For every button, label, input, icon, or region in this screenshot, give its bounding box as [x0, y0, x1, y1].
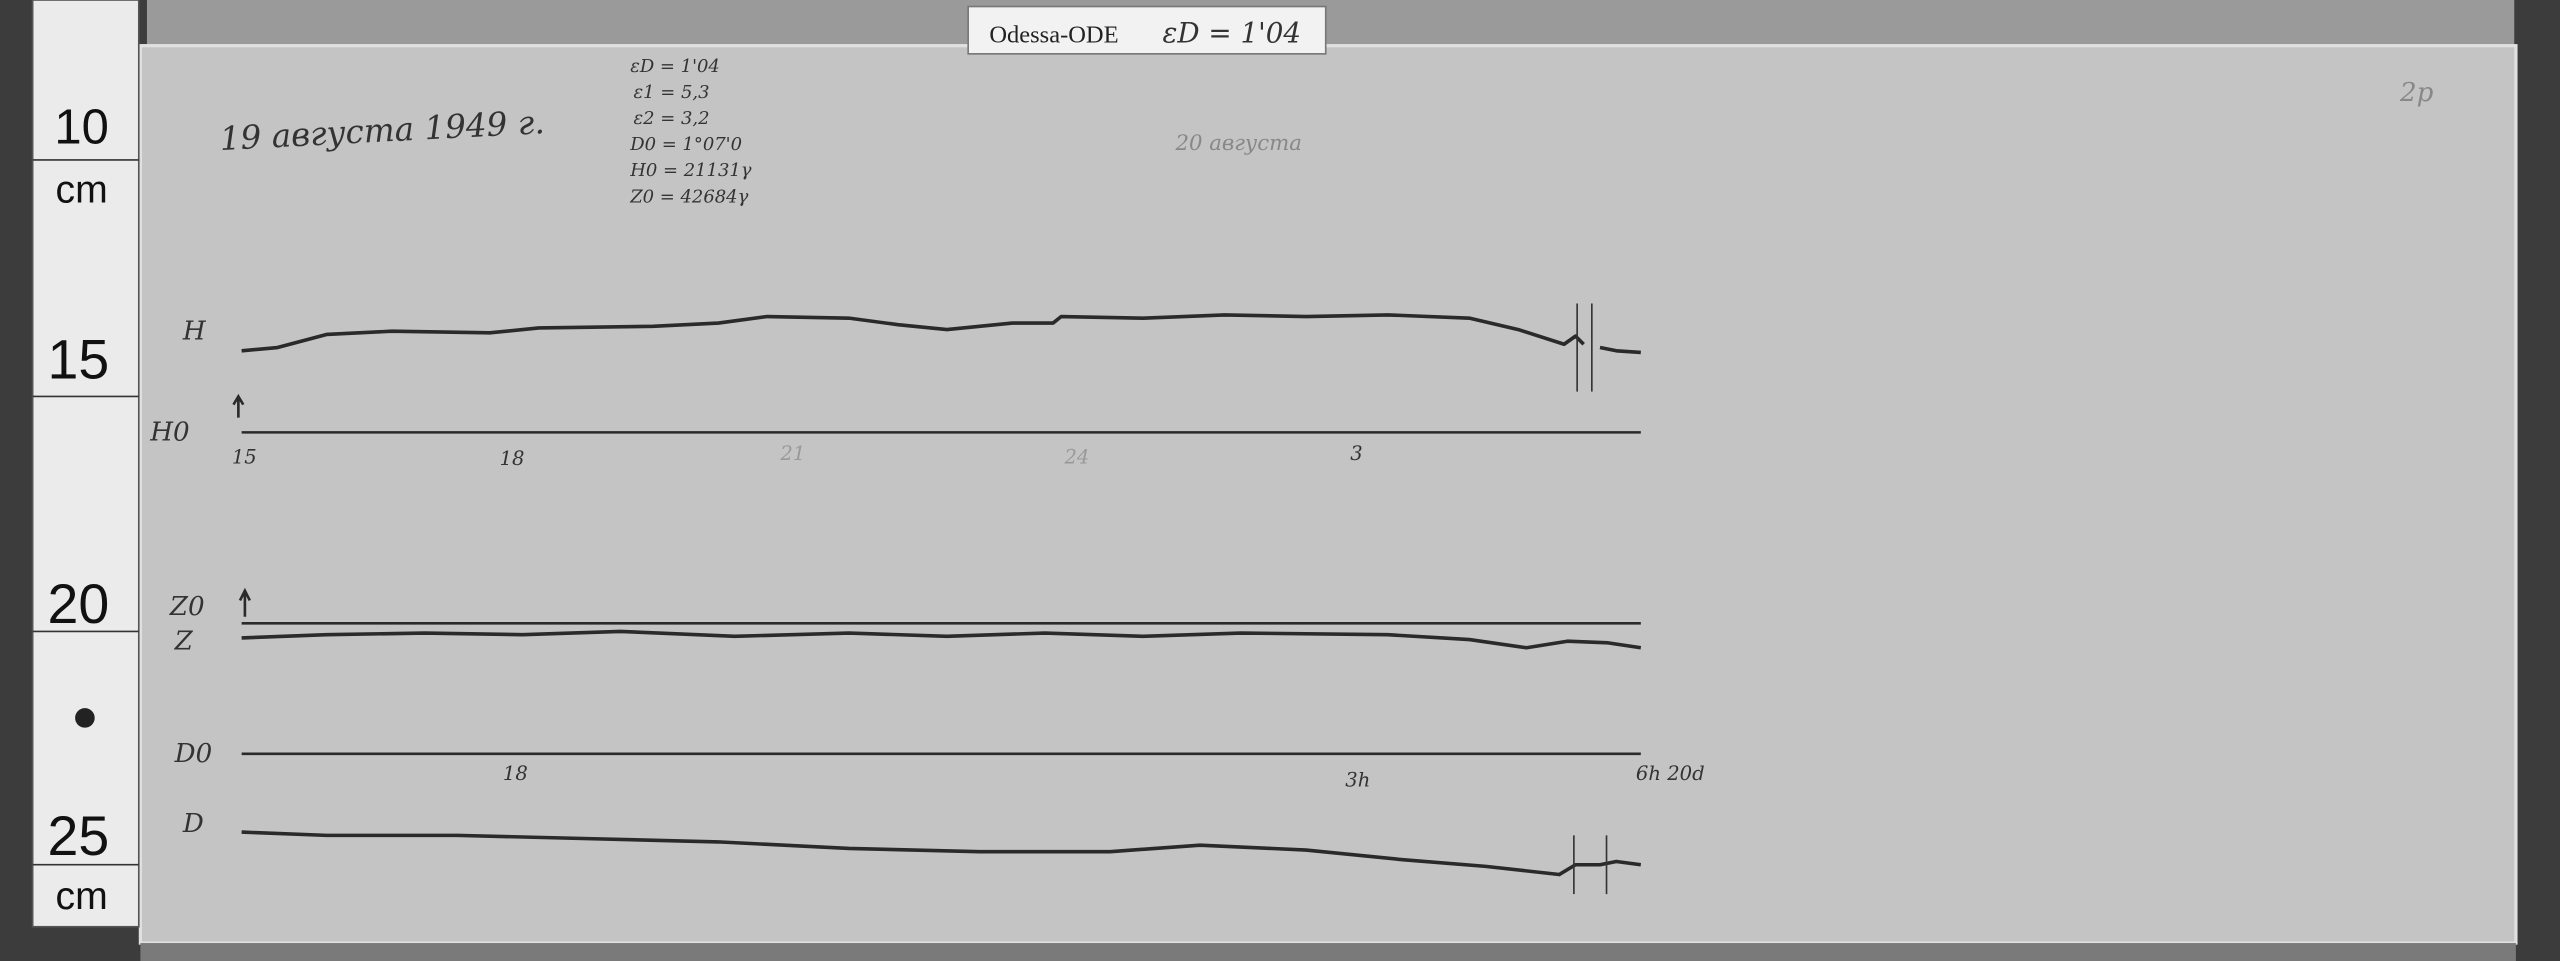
trace-label: D0 — [174, 739, 213, 769]
trace-label: Z — [174, 626, 194, 656]
z-trace — [241, 629, 1642, 650]
hour-mark: 3h — [1345, 768, 1370, 791]
trace-label: H0 — [149, 418, 189, 448]
ruler-ticks — [32, 159, 139, 866]
z-arrow — [238, 587, 251, 617]
parameter: ε2 = 3,2 — [633, 108, 709, 129]
trace-breaks — [1573, 303, 1608, 895]
paper — [138, 44, 2518, 945]
hour-mark: 18 — [500, 447, 525, 470]
ruler-hole — [75, 708, 95, 728]
hour-mark: 6h 20d — [1636, 762, 1705, 785]
ruler-mark: 25 — [47, 805, 109, 867]
ruler-mark: 15 — [47, 329, 109, 391]
parameter: H0 = 21131γ — [629, 160, 752, 181]
station-name: Odessa-ODE — [989, 21, 1118, 48]
h-trace — [241, 313, 1641, 355]
station-label — [967, 5, 1327, 55]
hour-mark: 21 — [779, 442, 805, 465]
parameters: εD = 1'04 ε1 = 5,3 ε2 = 3,2 D0 = 1°07'0 … — [629, 56, 752, 208]
hour-mark: 3 — [1350, 442, 1362, 465]
d-trace — [241, 830, 1642, 877]
parameter: εD = 1'04 — [630, 56, 720, 77]
ruler-mark: cm — [56, 875, 108, 918]
date-right: 20 августа — [1175, 131, 1302, 156]
station-epsilon: εD = 1'04 — [1162, 16, 1301, 49]
parameter: Z0 = 42684γ — [629, 186, 748, 207]
ruler — [31, 0, 140, 928]
paper-top-edge — [146, 0, 2515, 49]
parameter: D0 = 1°07'0 — [629, 134, 742, 155]
ruler-mark: cm — [56, 168, 108, 211]
trace-label: D — [182, 809, 204, 839]
trace-label: H — [182, 316, 207, 346]
paper-bottom-edge — [140, 943, 2516, 961]
hour-mark: 24 — [1063, 445, 1089, 468]
trace-labels: H H0 Z0 Z D0 D — [149, 316, 212, 839]
ruler-mark: 20 — [47, 573, 109, 635]
ruler-labels: 10 cm 15 20 25 cm — [47, 101, 109, 918]
trace-label: Z0 — [169, 592, 205, 622]
hour-mark: 15 — [232, 445, 257, 468]
corner-note: 2р — [2399, 78, 2434, 108]
parameter: ε1 = 5,3 — [633, 82, 709, 103]
hour-marks: 15 18 21 24 3 18 3h 6h 20d — [232, 442, 1705, 791]
h-arrow — [232, 393, 245, 418]
hour-mark: 18 — [503, 762, 528, 785]
ruler-mark: 10 — [54, 101, 108, 155]
